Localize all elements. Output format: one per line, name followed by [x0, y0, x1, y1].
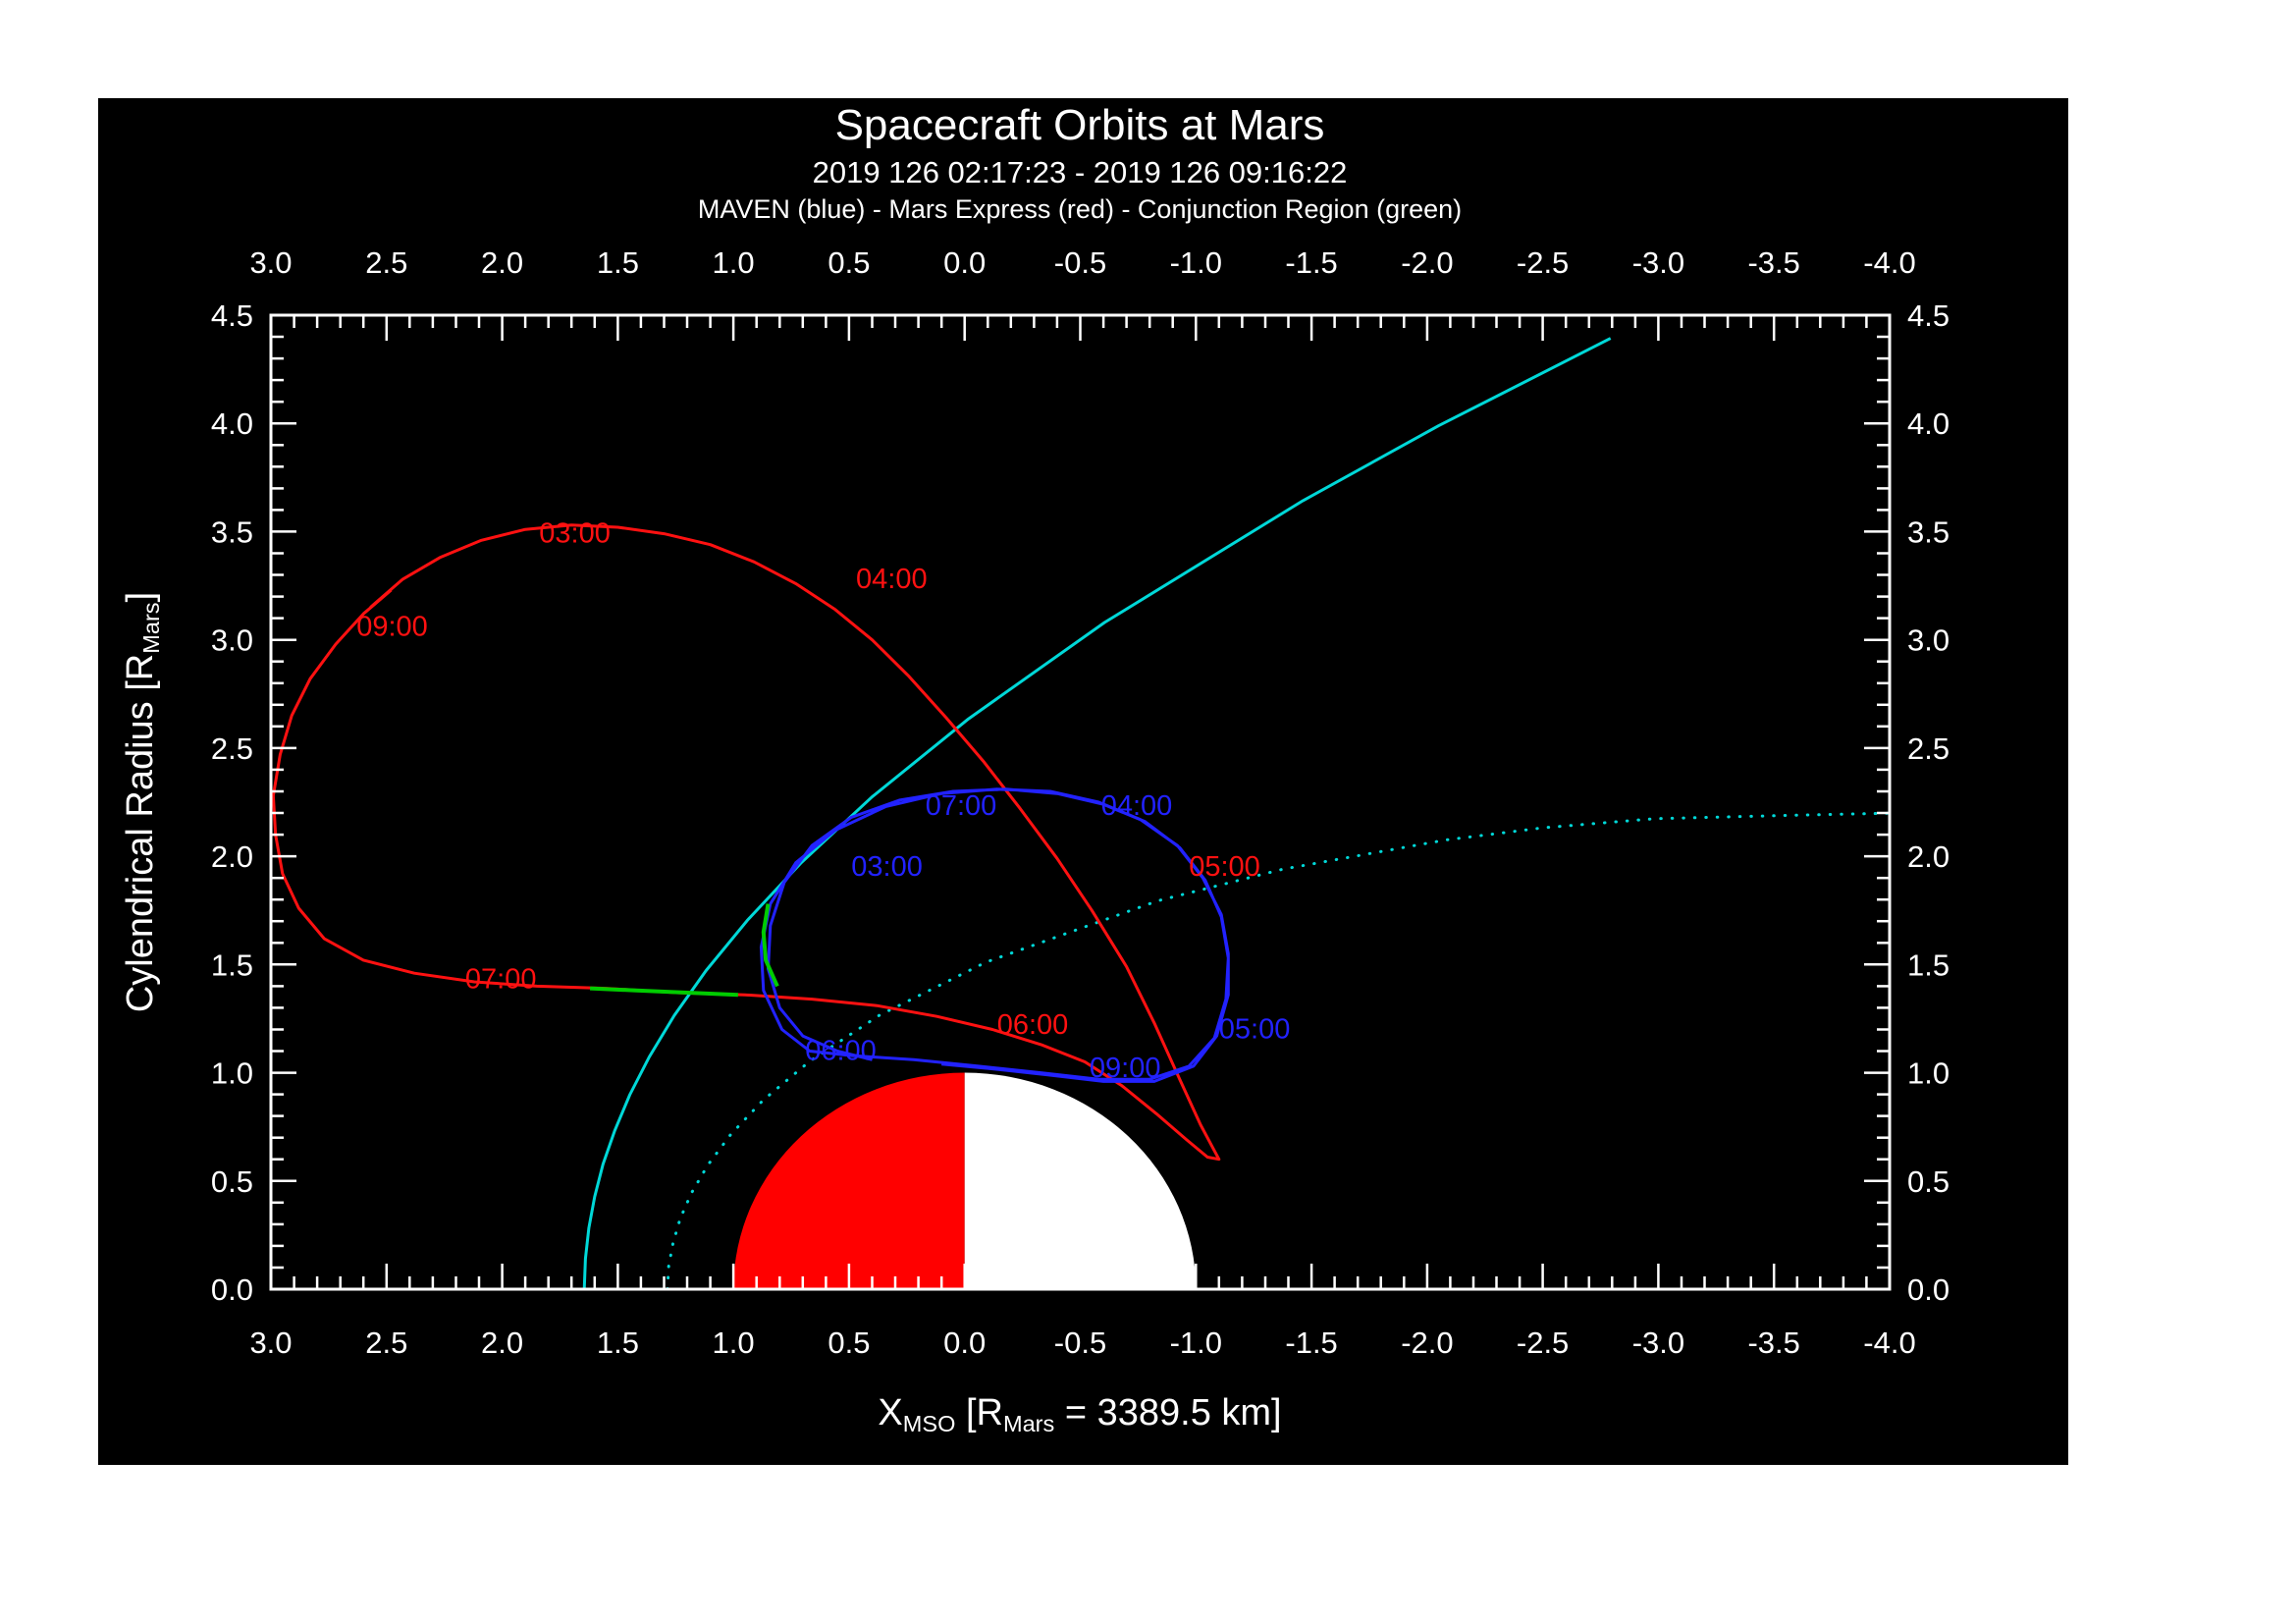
x-tick-label-bottom: 2.5 — [365, 1325, 407, 1360]
y-tick-label-left: 4.5 — [211, 298, 253, 333]
x-tick-label-top: -4.0 — [1863, 245, 1915, 280]
x-tick-label-bottom: -0.5 — [1054, 1325, 1106, 1360]
y-tick-label-left: 2.5 — [211, 731, 253, 766]
plot-time-range: 2019 126 02:17:23 - 2019 126 09:16:22 — [812, 155, 1348, 189]
x-tick-label-bottom: 0.0 — [943, 1325, 986, 1360]
x-tick-label-bottom: -2.0 — [1401, 1325, 1453, 1360]
maven-time-label: 09:00 — [1090, 1053, 1161, 1084]
y-tick-label-right: 1.5 — [1907, 947, 1949, 982]
x-tick-label-bottom: -3.5 — [1747, 1325, 1799, 1360]
plot-legend-line: MAVEN (blue) - Mars Express (red) - Conj… — [697, 194, 1463, 224]
x-tick-label-top: 3.0 — [249, 245, 292, 280]
maven-time-label: 07:00 — [926, 790, 997, 822]
x-tick-label-bottom: -3.0 — [1632, 1325, 1684, 1360]
x-tick-label-top: 2.5 — [365, 245, 407, 280]
maven-time-label: 06:00 — [805, 1035, 877, 1066]
mex-time-label: 04:00 — [856, 564, 928, 595]
y-tick-label-left: 1.5 — [211, 947, 253, 982]
x-tick-label-top: -2.0 — [1401, 245, 1453, 280]
maven-orbit-path — [759, 787, 1230, 1083]
mars-dayside-half — [733, 1072, 965, 1289]
y-tick-label-right: 4.0 — [1907, 406, 1949, 441]
boundary-dotted-curve — [666, 811, 1890, 1289]
x-tick-label-bottom: 3.0 — [249, 1325, 292, 1360]
x-tick-label-top: -3.0 — [1632, 245, 1684, 280]
mex-time-label: 09:00 — [356, 611, 428, 642]
x-tick-label-bottom: -2.5 — [1517, 1325, 1569, 1360]
x-tick-label-top: 2.0 — [481, 245, 523, 280]
y-tick-label-left: 4.0 — [211, 406, 253, 441]
x-tick-label-bottom: 1.5 — [597, 1325, 639, 1360]
x-tick-label-bottom: 1.0 — [713, 1325, 755, 1360]
y-tick-label-left: 3.0 — [211, 623, 253, 658]
y-tick-label-right: 3.5 — [1907, 514, 1949, 549]
y-tick-label-right: 0.5 — [1907, 1164, 1949, 1199]
x-tick-label-bottom: -1.0 — [1170, 1325, 1222, 1360]
x-axis-title-end: = 3389.5 km] — [1054, 1392, 1282, 1434]
x-tick-label-top: -1.0 — [1170, 245, 1222, 280]
maven-time-label: 05:00 — [1219, 1013, 1291, 1045]
x-tick-label-top: -3.5 — [1747, 245, 1799, 280]
x-tick-label-bottom: 0.5 — [828, 1325, 870, 1360]
y-axis-title-sub-mars: Mars — [138, 602, 165, 654]
x-axis-title-base: X — [878, 1392, 903, 1434]
x-tick-label-bottom: -1.5 — [1285, 1325, 1337, 1360]
y-axis-title-end: ] — [119, 591, 161, 603]
x-tick-label-top: -1.5 — [1285, 245, 1337, 280]
plot-area: 03:00 04:00 05:00 06:00 07:00 09:00 03:00 04:00… — [271, 337, 1890, 1289]
x-axis-title: XMSO [RMars = 3389.5 km] — [878, 1392, 1281, 1437]
x-tick-label-top: -2.5 — [1517, 245, 1569, 280]
x-tick-label-top: 0.0 — [943, 245, 986, 280]
mex-time-label: 05:00 — [1189, 851, 1260, 883]
x-tick-label-top: 1.5 — [597, 245, 639, 280]
y-axis-title: Cylendrical Radius [RMars] — [120, 592, 165, 1012]
y-tick-label-left: 0.0 — [211, 1272, 253, 1307]
x-tick-label-top: 0.5 — [828, 245, 870, 280]
mex-time-label: 07:00 — [465, 964, 537, 996]
x-tick-label-top: -0.5 — [1054, 245, 1106, 280]
x-tick-label-bottom: -4.0 — [1863, 1325, 1915, 1360]
y-tick-label-right: 2.0 — [1907, 839, 1949, 874]
y-tick-label-right: 0.0 — [1907, 1272, 1949, 1307]
conjunction-segment-mex — [590, 986, 738, 998]
axis-tick-labels: 3.0 3.0 2.5 2.5 2.0 2.0 1.5 1.5 1.0 1.0 0.5 0.5 0.0 0… — [211, 245, 1949, 1360]
mex-time-label: 03:00 — [539, 518, 611, 550]
y-axis-title-base: Cylendrical Radius [R — [119, 653, 161, 1013]
mex-time-label: 06:00 — [997, 1009, 1069, 1041]
y-tick-label-left: 0.5 — [211, 1164, 253, 1199]
maven-time-label: 04:00 — [1101, 790, 1173, 822]
plot-title: Spacecraft Orbits at Mars — [834, 101, 1325, 149]
y-tick-label-right: 2.5 — [1907, 731, 1949, 766]
y-tick-label-right: 4.5 — [1907, 298, 1949, 333]
y-tick-label-left: 2.0 — [211, 839, 253, 874]
mars-express-orbit-path — [271, 523, 1221, 1162]
mars-nightside-half — [964, 1072, 1197, 1289]
y-tick-label-right: 1.0 — [1907, 1056, 1949, 1091]
x-axis-title-mid: [R — [955, 1392, 1003, 1434]
y-tick-label-left: 3.5 — [211, 514, 253, 549]
x-axis-title-sub-mso: MSO — [902, 1411, 956, 1437]
x-axis-title-sub-mars: Mars — [1002, 1411, 1055, 1437]
y-tick-label-left: 1.0 — [211, 1056, 253, 1091]
maven-time-label: 03:00 — [851, 851, 923, 883]
x-tick-label-bottom: 2.0 — [481, 1325, 523, 1360]
y-tick-label-right: 3.0 — [1907, 623, 1949, 658]
x-tick-label-top: 1.0 — [713, 245, 755, 280]
conjunction-segment-maven — [761, 903, 779, 988]
axis-ticks — [269, 313, 1892, 1291]
